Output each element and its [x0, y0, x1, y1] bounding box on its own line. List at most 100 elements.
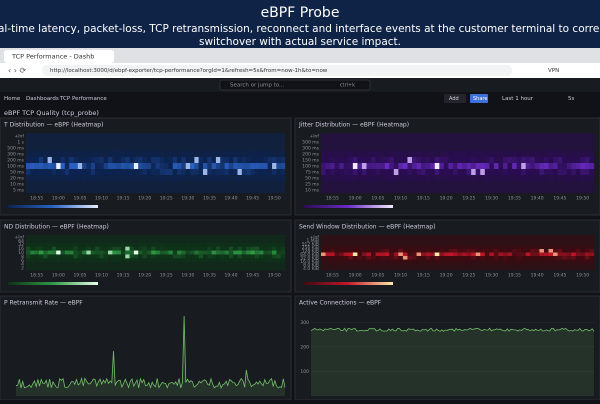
heatmap-cell — [348, 163, 354, 170]
heatmap-cell — [380, 151, 385, 158]
heatmap-cell — [228, 254, 234, 259]
heatmap-cell — [151, 187, 156, 194]
heatmap-cell — [151, 133, 156, 140]
heatmap-cell — [525, 169, 531, 176]
heatmap-cell — [250, 238, 255, 243]
heatmap-cell — [539, 238, 545, 243]
heatmap-cell — [543, 266, 549, 271]
heatmap-cell — [412, 245, 417, 250]
heatmap-cell — [51, 235, 57, 240]
heatmap-cell — [380, 145, 385, 152]
heatmap-cell — [389, 245, 394, 250]
heatmap-cell — [439, 163, 445, 170]
add-button[interactable] — [444, 94, 466, 103]
browser-tab[interactable] — [4, 50, 114, 63]
heatmap-cell — [530, 263, 536, 267]
heatmap-cell — [375, 245, 381, 250]
heatmap-cell — [228, 169, 234, 176]
vpn-badge[interactable]: VPN — [548, 68, 559, 74]
heatmap-cell — [224, 258, 230, 263]
refresh-interval[interactable]: 5s — [568, 96, 574, 102]
heatmap-cell — [120, 151, 126, 158]
heatmap-cell — [177, 145, 182, 152]
heatmap-cell — [280, 235, 286, 240]
heatmap-cell — [539, 266, 545, 271]
heatmap-cell — [30, 169, 35, 176]
heatmap-cell — [86, 151, 91, 158]
heatmap-cell — [259, 163, 264, 170]
time-range[interactable]: Last 1 hour — [502, 96, 534, 102]
heatmap-cell — [339, 252, 344, 257]
heatmap-cell — [489, 151, 495, 158]
heatmap-cell — [507, 139, 513, 146]
heatmap-cell — [43, 145, 48, 152]
heatmap-cell — [56, 262, 61, 267]
heatmap-cell — [402, 249, 408, 253]
heatmap-cell — [548, 157, 554, 164]
heatmap-cell — [263, 238, 268, 243]
heatmap-cell — [77, 157, 83, 164]
heatmap-cell — [43, 238, 48, 243]
heatmap-cell — [82, 133, 87, 140]
heatmap-cell — [95, 187, 100, 194]
heatmap-cell — [151, 254, 156, 259]
heatmap-cell — [215, 163, 221, 170]
heatmap-cell — [398, 259, 404, 264]
heatmap-cell — [530, 259, 536, 264]
search-box[interactable] — [219, 79, 371, 91]
heatmap-cell — [60, 139, 66, 146]
heatmap-cell — [151, 238, 156, 243]
heatmap-cell — [103, 145, 109, 152]
heatmap-cell — [43, 175, 48, 182]
heatmap-cell — [233, 242, 238, 247]
heatmap-cell — [471, 163, 476, 170]
heatmap-cell — [51, 254, 57, 259]
heatmap-cell — [168, 258, 173, 263]
heatmap-cell — [434, 238, 440, 243]
heatmap-cell — [259, 266, 264, 271]
nav-buttons[interactable]: ‹ › ⟳ — [8, 66, 26, 75]
heatmap-cell — [507, 163, 513, 170]
heatmap-cell — [489, 266, 495, 271]
heatmap-cell — [580, 157, 586, 164]
heatmap-cell — [557, 163, 563, 170]
heatmap-cell — [30, 235, 35, 240]
heatmap-cell — [571, 242, 576, 246]
heatmap-cell — [589, 252, 595, 257]
heatmap-cell — [133, 151, 139, 158]
heatmap-cell — [60, 238, 66, 243]
heatmap-cell — [534, 145, 540, 152]
heatmap-cell — [402, 139, 408, 146]
heatmap-cell — [220, 250, 225, 255]
heatmap-cell — [215, 242, 221, 247]
heatmap-cell — [82, 157, 87, 164]
heatmap-cell — [30, 238, 35, 243]
heatmap-cell — [259, 262, 264, 267]
heatmap-cell — [484, 187, 490, 194]
heatmap-cell — [211, 187, 217, 194]
panel-title: P Retransmit Rate — eBPF — [4, 300, 83, 307]
breadcrumb[interactable]: Home — [4, 96, 21, 102]
heatmap-cell — [198, 181, 204, 188]
heatmap-cell — [348, 139, 354, 146]
address-field[interactable] — [42, 65, 512, 76]
heatmap-cell — [439, 181, 445, 188]
heatmap-cell — [480, 187, 485, 194]
heatmap-cell — [325, 133, 331, 140]
breadcrumb[interactable]: Dashboards — [26, 96, 59, 102]
heatmap-cell — [543, 151, 549, 158]
heatmap-cell — [56, 139, 61, 146]
share-button[interactable] — [470, 94, 488, 103]
heatmap-cell — [99, 242, 104, 247]
heatmap-cell — [348, 151, 354, 158]
heatmap-cell — [530, 252, 536, 257]
heatmap-cell — [151, 262, 156, 267]
heatmap-cell — [334, 266, 340, 271]
breadcrumb[interactable]: TCP Performance — [59, 96, 107, 102]
heatmap-cell — [267, 175, 273, 182]
heatmap-cell — [539, 169, 545, 176]
heatmap-cell — [207, 145, 212, 152]
heatmap-cell — [215, 175, 221, 182]
heatmap-cell — [484, 157, 490, 164]
